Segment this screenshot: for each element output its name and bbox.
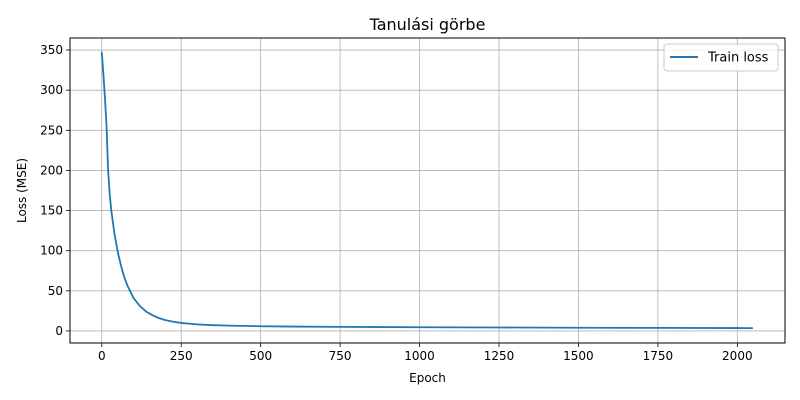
series-line-train-loss <box>100 51 754 330</box>
legend-box <box>663 43 779 72</box>
x-tick-label: 1250 <box>484 349 515 363</box>
y-tick-label: 50 <box>48 284 63 298</box>
legend: Train loss <box>663 43 779 72</box>
x-tick-label: 1000 <box>404 349 435 363</box>
y-tick-label: 150 <box>40 204 63 218</box>
legend-label: Train loss <box>707 51 769 66</box>
y-tick-label: 250 <box>40 123 63 137</box>
plot-frame <box>69 37 786 344</box>
y-axis-label: Loss (MSE) <box>15 158 29 223</box>
chart-title: Tanulási görbe <box>369 15 486 34</box>
x-tick-label: 750 <box>329 349 352 363</box>
x-axis-label: Epoch <box>409 371 446 385</box>
x-tick-label: 500 <box>249 349 272 363</box>
y-tick-label: 350 <box>40 43 63 57</box>
y-tick-label: 100 <box>40 244 63 258</box>
y-tick-label: 200 <box>40 163 63 177</box>
y-tick-label: 0 <box>55 324 63 338</box>
y-tick-label: 300 <box>40 83 63 97</box>
grid <box>70 38 785 343</box>
x-tick-label: 2000 <box>722 349 753 363</box>
x-tick-label: 250 <box>170 349 193 363</box>
series-layer <box>100 51 754 330</box>
x-tick-label: 1500 <box>563 349 594 363</box>
ticks: 0 250 500 750 1000 1250 1500 1750 2000 0 50 100 150 2… <box>40 43 753 363</box>
x-tick-label: 0 <box>98 349 106 363</box>
x-tick-label: 1750 <box>643 349 674 363</box>
